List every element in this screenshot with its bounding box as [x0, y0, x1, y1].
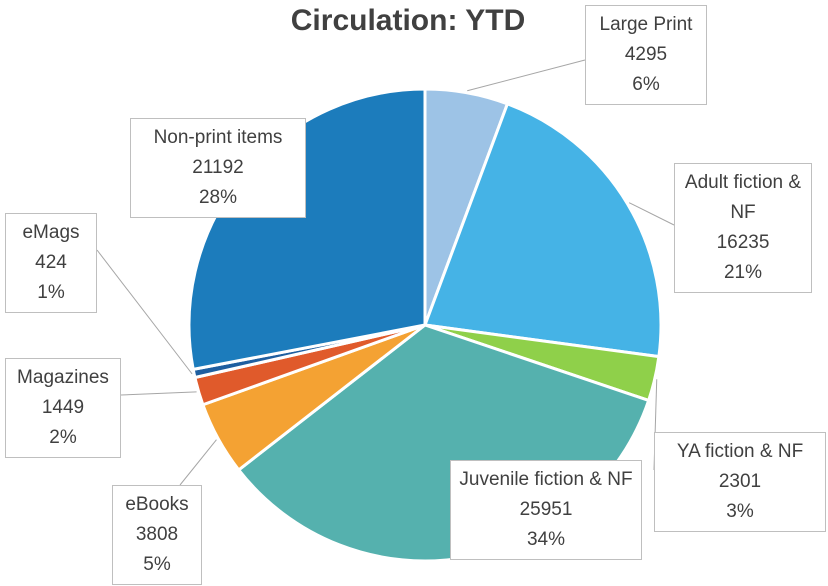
label-percent: 5%	[143, 554, 171, 575]
label-value: 16235	[716, 232, 770, 253]
leader-line	[120, 391, 197, 396]
data-label: eBooks 3808 5%	[112, 485, 202, 585]
label-name: eMags	[22, 222, 80, 243]
label-name: Non-print items	[153, 127, 283, 148]
label-percent: 34%	[526, 529, 566, 550]
leader-line	[467, 59, 586, 92]
label-name: Large Print	[599, 14, 693, 35]
leader-line	[96, 249, 193, 375]
data-label: eMags 424 1%	[5, 213, 97, 313]
label-value: 21192	[192, 157, 244, 178]
label-value: 424	[35, 252, 67, 273]
label-percent: 1%	[37, 282, 65, 303]
label-value: 2301	[718, 471, 762, 492]
label-value: 3808	[135, 524, 179, 545]
label-name: YA fiction & NF	[676, 441, 804, 462]
chart-title: Circulation: YTD	[290, 4, 526, 37]
label-percent: 28%	[198, 187, 238, 208]
data-label: Non-print items 21192 28%	[130, 118, 306, 218]
leader-line	[179, 439, 217, 486]
label-name: eBooks	[125, 494, 189, 515]
data-label: Large Print 4295 6%	[585, 5, 707, 105]
data-label: Magazines 1449 2%	[5, 358, 121, 458]
label-percent: 21%	[723, 262, 763, 283]
data-label: YA fiction & NF 2301 3%	[654, 432, 826, 532]
pie-slice	[422, 101, 663, 359]
label-value: 25951	[519, 499, 573, 520]
label-percent: 3%	[726, 501, 754, 522]
label-name: Juvenile fiction & NF	[459, 469, 633, 490]
data-label: Juvenile fiction & NF 25951 34%	[450, 460, 642, 560]
label-value: 4295	[624, 44, 668, 65]
label-value: 1449	[41, 397, 85, 418]
label-name: Adult fiction & NF	[684, 172, 802, 223]
data-label: Adult fiction & NF 16235 21%	[674, 163, 812, 293]
label-percent: 2%	[49, 427, 77, 448]
label-name: Magazines	[17, 367, 109, 388]
leader-line	[628, 202, 675, 226]
label-percent: 6%	[632, 74, 660, 95]
